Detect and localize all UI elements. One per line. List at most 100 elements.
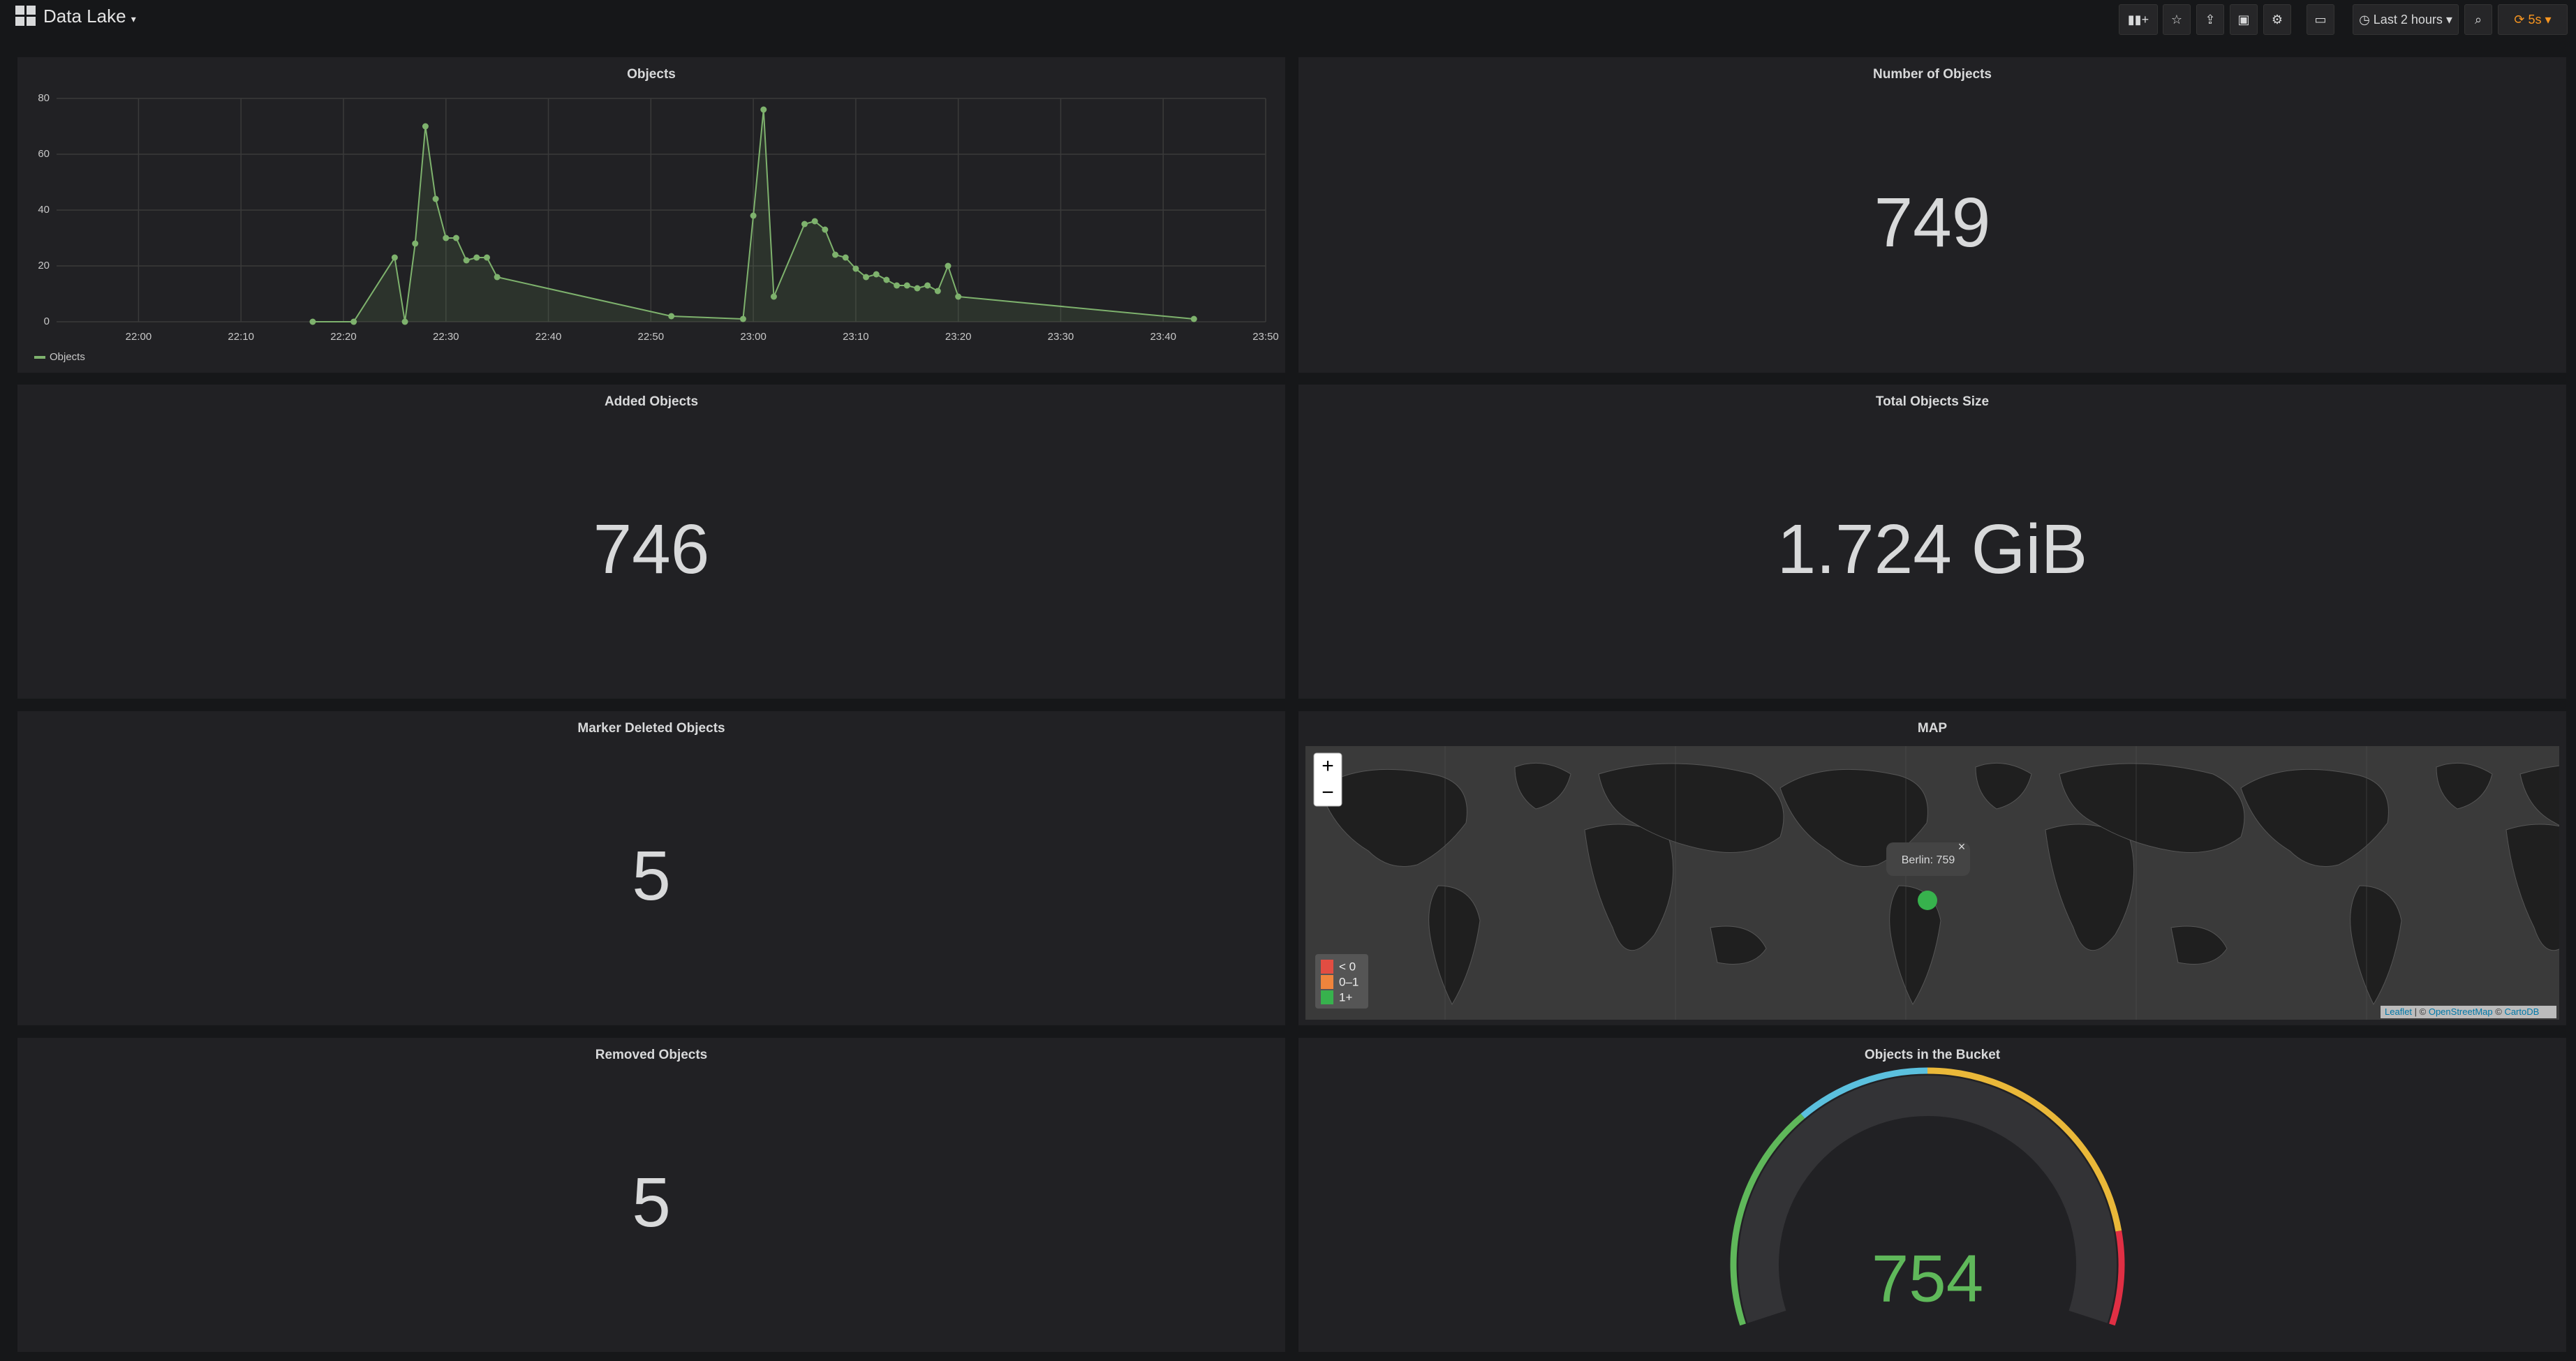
x-tick-label: 22:10	[228, 331, 254, 343]
data-point	[1190, 315, 1197, 322]
tooltip-text: Berlin: 759	[1902, 854, 1955, 866]
y-tick-label: 0	[44, 315, 50, 327]
panel-title: Marker Deleted Objects	[577, 721, 725, 736]
data-point	[801, 221, 808, 228]
data-point	[412, 240, 419, 247]
attribution-link[interactable]: OpenStreetMap	[2429, 1006, 2493, 1017]
data-point	[422, 123, 429, 130]
gauge-threshold	[1800, 1067, 1928, 1119]
dashboard-title[interactable]: Data Lake ▾	[43, 6, 136, 27]
panel-title: Total Objects Size	[1875, 394, 1990, 409]
time-picker[interactable]: ◷ Last 2 hours ▾	[2353, 4, 2459, 35]
data-point	[945, 262, 952, 269]
panel-title: Added Objects	[604, 394, 699, 409]
time-range[interactable]: Last 2 hours	[2373, 12, 2443, 27]
gauge-track	[1738, 1076, 2117, 1323]
panel: Marker Deleted Objects 5	[17, 711, 1285, 1025]
panel-title: Removed Objects	[595, 1048, 708, 1062]
data-point	[739, 315, 746, 322]
gauge-threshold	[1730, 1113, 1805, 1326]
attribution-link[interactable]: CartoDB	[2504, 1006, 2539, 1017]
map-marker[interactable]	[1918, 891, 1937, 910]
attribution: Leaflet | © OpenStreetMap © CartoDB	[2385, 1006, 2539, 1017]
panel-title: Objects in the Bucket	[1864, 1048, 2001, 1062]
panel: Added Objects 746	[17, 385, 1285, 699]
x-tick-label: 22:20	[330, 331, 357, 343]
tooltip-close[interactable]: ×	[1958, 840, 1966, 854]
zoom-in[interactable]: +	[1322, 754, 1334, 778]
data-point	[463, 257, 470, 264]
data-point	[668, 313, 675, 320]
save[interactable]: ▣	[2230, 4, 2258, 35]
refresh-interval[interactable]: 5s	[2528, 12, 2542, 27]
data-point	[309, 318, 316, 325]
zoom-out[interactable]: ⌕	[2464, 4, 2492, 35]
legend-label: Objects	[50, 351, 85, 363]
x-tick-label: 23:20	[945, 331, 972, 343]
x-tick-label: 22:50	[638, 331, 665, 343]
data-point	[914, 285, 921, 292]
data-point	[443, 235, 450, 241]
x-tick-label: 22:40	[535, 331, 562, 343]
line-chart: 0 20 40 60 80 22:00 22:10 22:20 22:30 22:40 22:50 2…	[34, 92, 1279, 363]
star[interactable]: ☆	[2163, 4, 2191, 35]
data-point	[832, 251, 839, 258]
y-tick-label: 40	[38, 204, 50, 216]
x-tick-label: 23:40	[1150, 331, 1176, 343]
zoom-out[interactable]: −	[1322, 781, 1334, 804]
x-tick-label: 22:00	[126, 331, 152, 343]
x-tick-label: 23:00	[740, 331, 767, 343]
data-point	[432, 195, 439, 202]
title-text[interactable]: Data Lake	[43, 6, 126, 27]
panel: Objects in the Bucket 754	[1298, 1038, 2566, 1352]
tv-mode[interactable]: ▭	[2307, 4, 2334, 35]
grid-icon[interactable]	[15, 6, 36, 27]
y-tick-label: 20	[38, 260, 50, 272]
data-point	[811, 218, 818, 225]
data-point	[894, 282, 901, 289]
stat-value: 1.724 GiB	[1777, 510, 2088, 588]
data-point	[770, 293, 777, 300]
tooltip	[1886, 842, 1970, 876]
add-panel[interactable]: ▮▮+	[2119, 4, 2158, 35]
data-point	[473, 254, 480, 261]
panel: Objects 0 20 40 60 80 22:00 22:10 22:20 22:30 22:…	[17, 57, 1285, 373]
header: Data Lake ▾ ▮▮+ ☆ ⇪ ▣ ⚙ ▭ ◷ Last 2 hours…	[0, 0, 2576, 42]
data-point	[873, 271, 880, 278]
x-tick-label: 23:10	[843, 331, 869, 343]
data-point	[452, 235, 459, 241]
panel-title: Objects	[627, 67, 676, 82]
panel-title: MAP	[1917, 721, 1948, 736]
y-tick-label: 60	[38, 148, 50, 160]
panel: Removed Objects 5	[17, 1038, 1285, 1352]
share[interactable]: ⇪	[2196, 4, 2224, 35]
x-tick-label: 23:30	[1048, 331, 1074, 343]
gauge-threshold	[1927, 1067, 2122, 1232]
data-point	[903, 282, 910, 289]
legend-label: 0–1	[1339, 975, 1359, 988]
panel: Number of Objects 749	[1298, 57, 2566, 373]
gauge-threshold	[2109, 1230, 2125, 1326]
gauge: 754	[1730, 1067, 2125, 1326]
data-point	[924, 282, 931, 289]
x-tick-label: 23:50	[1252, 331, 1279, 343]
zoom-control[interactable]	[1313, 752, 1342, 807]
data-point	[760, 106, 767, 113]
data-point	[955, 293, 962, 300]
panel: Total Objects Size 1.724 GiB	[1298, 385, 2566, 699]
data-point	[863, 274, 870, 281]
refresh[interactable]: ⟳ 5s ▾	[2498, 4, 2568, 35]
data-point	[483, 254, 490, 261]
data-point	[822, 226, 829, 233]
settings[interactable]: ⚙	[2263, 4, 2291, 35]
map[interactable]: + − Berlin: 759 × < 0 0–1 1+ Leaflet | ©…	[1305, 746, 2559, 1020]
y-tick-label: 80	[38, 92, 50, 104]
stat-value: 5	[632, 837, 671, 915]
data-point	[401, 318, 408, 325]
x-tick-label: 22:30	[433, 331, 459, 343]
panel: MAP + − Berlin: 759 ×	[1298, 711, 2566, 1025]
legend-label: 1+	[1339, 990, 1352, 1004]
attribution-link[interactable]: Leaflet	[2385, 1006, 2412, 1017]
data-point	[494, 274, 501, 281]
